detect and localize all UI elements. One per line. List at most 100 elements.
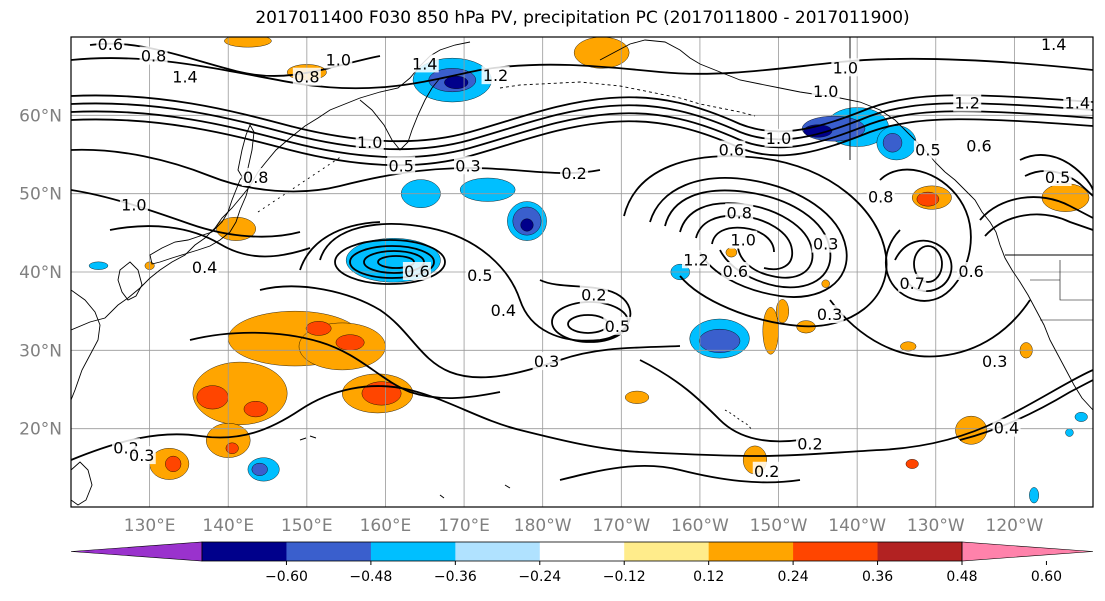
contour-label-bg xyxy=(717,140,746,159)
contour-label: 0.3 xyxy=(982,352,1007,371)
contour-label-bg xyxy=(119,195,148,214)
contour-label: 0.5 xyxy=(467,266,492,285)
coastline-kurils xyxy=(257,155,343,213)
longitude-labels: 130°E 140°E 150°E 160°E 170°E 180°W 170°W 160°W… xyxy=(124,516,1044,536)
contour-label: 1.0 xyxy=(833,58,858,77)
coastline-alaska xyxy=(599,39,946,173)
pv-contour xyxy=(623,155,888,328)
contour-label: 0.8 xyxy=(141,47,166,66)
colorbar-swatch xyxy=(286,542,372,561)
coastline-islands xyxy=(299,435,511,499)
contour-label-bg xyxy=(721,262,750,280)
precip-patch xyxy=(1065,428,1074,437)
contour-label: 0.3 xyxy=(455,156,480,175)
contour-label: 0.6 xyxy=(958,262,983,281)
colorbar-tick-label: 0.24 xyxy=(778,569,809,585)
lat-tick-label: 30°N xyxy=(19,341,62,361)
contour-label: 0.6 xyxy=(966,137,991,156)
colorbar-tick-label: −0.36 xyxy=(434,569,477,585)
pv-contour xyxy=(71,118,1093,167)
contour-label: 0.2 xyxy=(561,164,586,183)
contour-label-bg xyxy=(241,168,270,186)
colorbar-swatch xyxy=(877,542,963,561)
contour-label: 0.3 xyxy=(129,446,154,465)
contour-label-bg xyxy=(866,187,895,206)
precip-patch xyxy=(1029,487,1039,504)
precip-patch xyxy=(335,334,365,351)
coastline-china xyxy=(71,289,101,401)
contour-label-bg xyxy=(355,132,384,151)
precip-patch xyxy=(243,401,268,418)
contour-label: 0.5 xyxy=(915,141,940,160)
precip-patch xyxy=(88,261,109,270)
lat-tick-label: 60°N xyxy=(19,106,62,126)
contour-label: 0.5 xyxy=(605,317,630,336)
contour-label-bg xyxy=(992,418,1021,437)
lon-tick-label: 130°E xyxy=(124,516,176,536)
contour-label-bg xyxy=(454,156,483,175)
contour-label: 0.8 xyxy=(294,68,319,87)
contour-label: 0.3 xyxy=(534,352,559,371)
pv-contour xyxy=(639,359,801,443)
contour-label-bg xyxy=(96,37,125,53)
precip-patch xyxy=(698,328,741,353)
contour-label-bg xyxy=(953,93,982,112)
colorbar-tick-label: 0.36 xyxy=(862,569,893,585)
colorbar-tick-label: −0.60 xyxy=(265,569,308,585)
contour-label: 0.2 xyxy=(754,462,779,481)
contour-label-bg xyxy=(831,58,860,77)
precip-patch xyxy=(900,341,917,352)
contour-label: 0.5 xyxy=(388,156,413,175)
pv-contour xyxy=(559,465,801,484)
contour-label: 0.4 xyxy=(994,419,1019,438)
pv-contour xyxy=(711,226,775,253)
contour-label-bg xyxy=(324,50,353,69)
lon-tick-label: 160°E xyxy=(360,516,412,536)
contour-label-bg xyxy=(752,461,781,480)
pv-contour xyxy=(71,102,1093,151)
contour-label-bg xyxy=(811,81,840,100)
precip-patch xyxy=(762,307,779,355)
pv-contour xyxy=(984,213,1093,237)
pv-contour xyxy=(109,225,311,258)
coastline-aleutians xyxy=(499,81,756,117)
pv-contour xyxy=(879,168,972,302)
latitude-labels: 60°N 50°N 40°N 30°N 20°N xyxy=(19,106,62,439)
contour-label: 0.6 xyxy=(719,141,744,160)
precip-patch xyxy=(573,37,630,69)
colorbar-swatch xyxy=(455,542,541,561)
precip-patch xyxy=(625,390,650,404)
lat-tick-label: 40°N xyxy=(19,263,62,283)
colorbar: −0.60 −0.48 −0.36 −0.24 −0.12 0.12 0.24 0.36 0.4… xyxy=(70,541,1094,585)
contour-label: 1.0 xyxy=(730,231,755,250)
coastline-korea xyxy=(117,261,143,301)
colorbar-swatch xyxy=(624,542,710,561)
contour-label: 0.6 xyxy=(404,262,429,281)
pv-contour xyxy=(349,245,435,279)
precip-patch xyxy=(305,321,332,336)
pv-contour xyxy=(1019,154,1093,191)
contour-label: 0.6 xyxy=(723,262,748,281)
contour-label: 0.8 xyxy=(243,168,268,187)
colorbar-extend-low xyxy=(70,541,203,562)
contour-label: 1.0 xyxy=(121,195,146,214)
lon-tick-label: 170°W xyxy=(592,516,650,536)
coastline-hawaii xyxy=(724,409,753,431)
contour-label: 1.2 xyxy=(954,94,979,113)
contour-label-bg xyxy=(402,262,431,280)
contour-label-bg xyxy=(811,234,840,253)
colorbar-tick-label: −0.12 xyxy=(603,569,646,585)
contour-label: 1.2 xyxy=(483,66,508,85)
lon-tick-label: 160°W xyxy=(671,516,729,536)
contour-label-bg xyxy=(560,164,589,183)
contour-label: 1.4 xyxy=(412,54,437,73)
pv-contour xyxy=(829,299,1031,358)
pv-contour xyxy=(71,94,1093,143)
precip-patch xyxy=(224,37,272,48)
precip-patch xyxy=(196,385,229,410)
pv-contour xyxy=(695,214,793,271)
contour-label: 0.7 xyxy=(899,274,924,293)
contour-label-bg xyxy=(127,446,156,465)
chart-title: 2017011400 F030 850 hPa PV, precipitatio… xyxy=(255,8,910,28)
